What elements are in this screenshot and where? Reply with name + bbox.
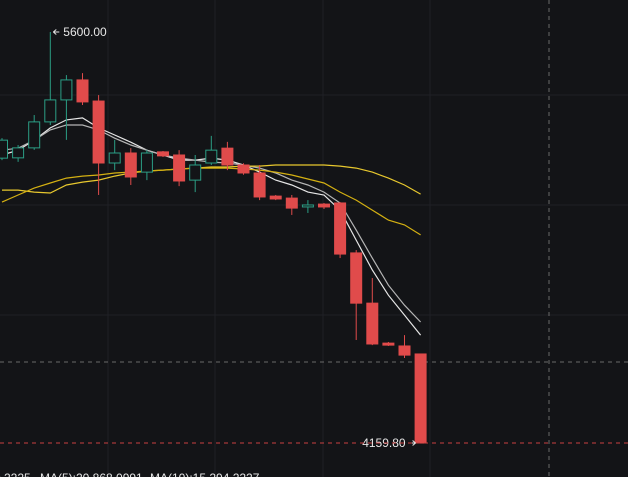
candle-body — [28, 121, 41, 149]
candle-body — [414, 353, 427, 444]
candle-body — [157, 151, 169, 157]
candle-body — [382, 342, 395, 346]
candle-body — [44, 99, 57, 123]
candle-body — [221, 147, 234, 166]
candle-body — [60, 79, 73, 101]
candle-body — [285, 197, 298, 209]
candle-body — [76, 79, 89, 103]
candle-body — [108, 152, 121, 164]
candle-body — [269, 195, 282, 200]
high-arrow — [52, 29, 60, 35]
plot: 5600.004159.800.2225MA(5):20,868.0991MA(… — [0, 25, 628, 477]
ma-line — [1, 167, 421, 236]
candle-body — [92, 100, 105, 164]
high-label: 5600.00 — [63, 25, 107, 39]
legend-entry: MA(5):20,868.0991 — [40, 471, 143, 477]
candle-body — [334, 202, 347, 255]
legend-entry: MA(10):15,294.2227 — [150, 471, 260, 477]
candle-body — [173, 154, 186, 182]
candle-body — [253, 172, 266, 198]
candle-body — [237, 164, 250, 174]
candle-body — [124, 152, 137, 178]
candle-body — [398, 345, 411, 356]
candle-body — [318, 203, 330, 208]
candle-body — [205, 149, 218, 164]
ma-line — [2, 164, 421, 195]
candle-body — [301, 204, 314, 208]
candle-body — [350, 252, 363, 304]
candle-body — [12, 147, 25, 159]
candle-body — [140, 152, 153, 173]
candle-body — [189, 164, 202, 181]
legend-entry: 0.2225 — [0, 471, 31, 477]
candle-body — [0, 139, 8, 159]
candle-body — [366, 302, 379, 345]
